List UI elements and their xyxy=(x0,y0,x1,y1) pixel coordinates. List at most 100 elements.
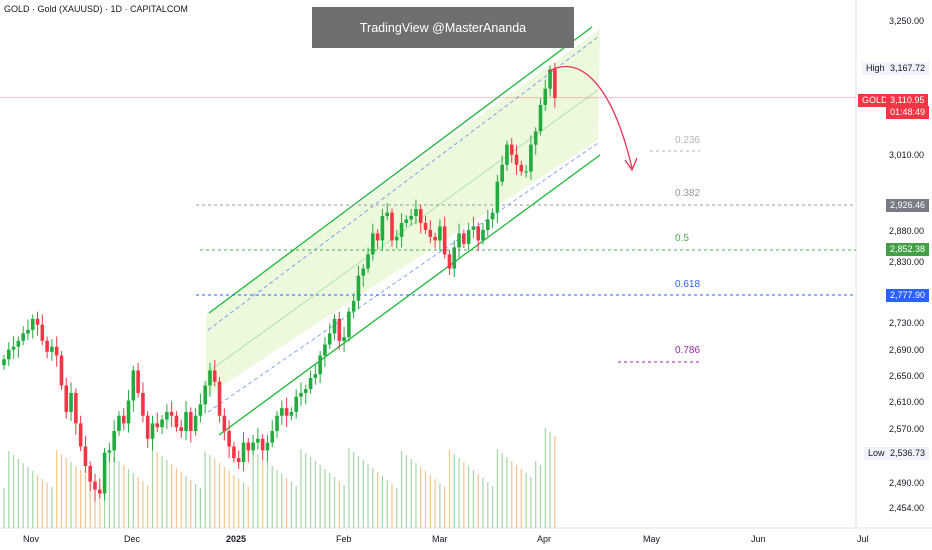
candle-body xyxy=(553,69,557,98)
channel-upper-line xyxy=(208,26,593,314)
volume-bar xyxy=(123,465,125,528)
time-tick-label: Feb xyxy=(336,534,352,544)
fib-label-0.5: 0.5 xyxy=(675,233,689,244)
candle-body xyxy=(318,355,322,375)
volume-bar xyxy=(386,480,388,528)
volume-bar xyxy=(281,474,283,528)
volume-bar xyxy=(353,452,355,528)
candle-body xyxy=(141,392,145,416)
volume-bar xyxy=(199,488,201,528)
volume-bar xyxy=(429,475,431,528)
volume-bar xyxy=(190,480,192,528)
candle-body xyxy=(284,408,289,416)
volume-bar xyxy=(300,449,302,528)
fib-label-0.786: 0.786 xyxy=(675,345,701,356)
countdown-tag: 01:48:49 xyxy=(886,106,930,119)
volume-bar xyxy=(482,478,484,528)
candle-body xyxy=(390,212,394,241)
low-label: Low xyxy=(864,447,889,460)
volume-bar xyxy=(468,466,470,528)
candle-body xyxy=(150,423,155,439)
volume-bar xyxy=(156,452,158,528)
volume-bar xyxy=(242,483,245,528)
volume-bar xyxy=(151,448,154,528)
volume-bar xyxy=(127,469,130,528)
volume-bar xyxy=(520,469,522,528)
candle-body xyxy=(538,104,543,132)
high-value-tag: 3,167.72 xyxy=(886,62,930,75)
candle-body xyxy=(366,254,370,269)
candle-body xyxy=(418,209,423,223)
volume-bar xyxy=(367,464,369,528)
candle-body xyxy=(174,415,179,428)
volume-bar xyxy=(204,451,206,528)
volume-bar xyxy=(420,467,422,528)
price-tick-label: 2,830.00 xyxy=(889,257,925,267)
candle-body xyxy=(438,226,442,241)
candle-body xyxy=(54,346,59,356)
candle-body xyxy=(260,438,265,451)
symbol-tag: GOLD xyxy=(858,94,892,107)
volume-bar xyxy=(463,462,465,528)
volume-bar xyxy=(357,456,360,528)
candle-body xyxy=(529,144,533,172)
candle-body xyxy=(59,355,64,386)
volume-bar xyxy=(137,477,139,528)
candle-body xyxy=(495,181,500,213)
candle-body xyxy=(102,452,107,494)
volume-bar xyxy=(324,469,326,528)
volume-bar xyxy=(487,482,489,528)
projection-arrowhead xyxy=(624,157,638,172)
volume-bar xyxy=(501,453,503,528)
volume-bar xyxy=(142,481,144,528)
candle-body xyxy=(347,311,351,338)
candle-body xyxy=(217,381,222,416)
candle-body xyxy=(40,324,45,341)
volume-bar xyxy=(329,473,331,528)
volume-bar xyxy=(56,450,58,528)
channel-inner-lower xyxy=(207,142,599,413)
candle-body xyxy=(179,427,184,432)
candle-body xyxy=(514,154,519,165)
candle-body xyxy=(265,442,270,451)
candle-body xyxy=(380,216,385,241)
volume-bar xyxy=(511,461,513,528)
candle-body xyxy=(428,229,433,237)
candle-body xyxy=(548,69,552,89)
watermark: TradingView @MasterAnanda xyxy=(312,7,574,48)
price-tick-label: 2,730.00 xyxy=(889,318,925,328)
price-tick-label: 2,650.00 xyxy=(889,371,925,381)
volume-bar xyxy=(36,475,39,528)
price-tick-label: 3,250.00 xyxy=(889,16,925,26)
candle-body xyxy=(280,408,284,416)
volume-bar xyxy=(84,474,87,528)
fib-label-0.618: 0.618 xyxy=(675,279,701,290)
candle-body xyxy=(414,209,418,217)
price-tick-label: 2,490.00 xyxy=(889,478,925,488)
volume-bar xyxy=(372,468,374,528)
candle-body xyxy=(126,400,131,424)
candle-body xyxy=(121,415,126,424)
candle-body xyxy=(241,442,246,463)
volume-bar xyxy=(496,449,498,528)
candle-body xyxy=(21,333,25,341)
volume-bar xyxy=(252,450,254,528)
time-tick-label: Apr xyxy=(537,534,552,544)
volume-bar xyxy=(32,471,34,528)
candle-body xyxy=(165,411,169,420)
time-tick-label: Dec xyxy=(124,534,141,544)
candle-body xyxy=(447,254,452,269)
volume-bar xyxy=(12,455,15,528)
candle-body xyxy=(203,385,207,405)
volume-bar xyxy=(506,457,508,528)
volume-bar xyxy=(209,455,211,528)
volume-bar xyxy=(65,458,67,528)
candle-body xyxy=(505,144,509,165)
candle-body xyxy=(117,415,121,432)
candle-body xyxy=(107,450,112,453)
candle-body xyxy=(246,442,251,451)
volume-bar xyxy=(214,459,216,528)
candle-body xyxy=(35,318,40,325)
volume-bar xyxy=(228,471,230,528)
